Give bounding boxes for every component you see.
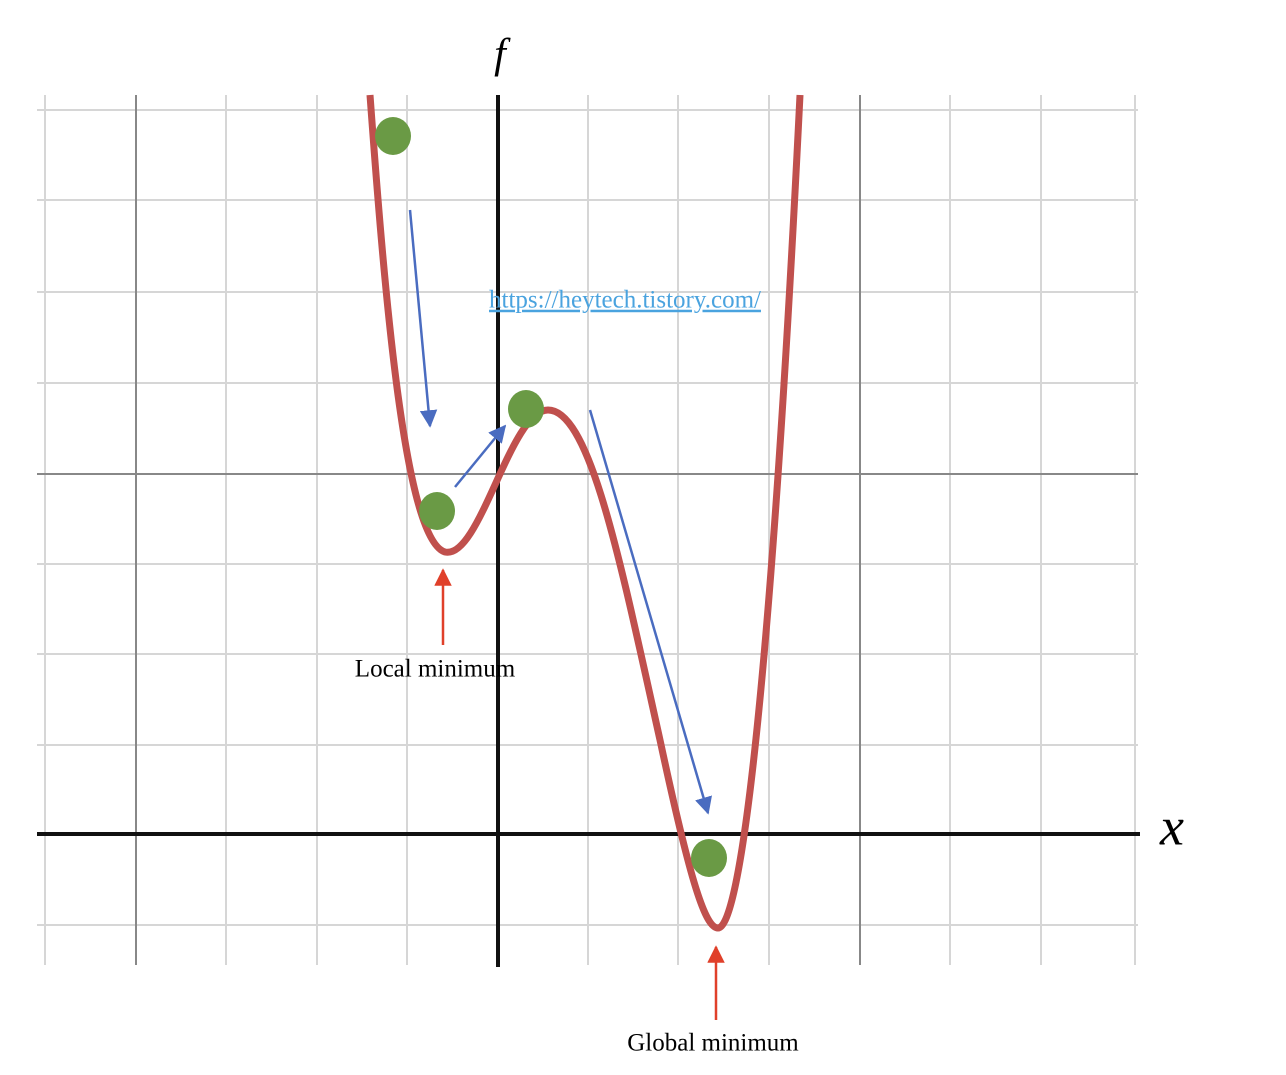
balls — [375, 117, 727, 877]
y-axis-label: f — [494, 32, 511, 78]
minimum-arrows — [434, 568, 725, 1020]
step-arrows — [408, 209, 712, 815]
grid — [37, 95, 1138, 965]
global-minimum-label: Global minimum — [627, 1030, 799, 1057]
x-axis-label: x — [1159, 796, 1184, 856]
major-grid — [37, 95, 1138, 965]
local-minimum-label: Local minimum — [355, 656, 516, 683]
link[interactable]: https://heytech.tistory.com/ — [489, 287, 761, 314]
